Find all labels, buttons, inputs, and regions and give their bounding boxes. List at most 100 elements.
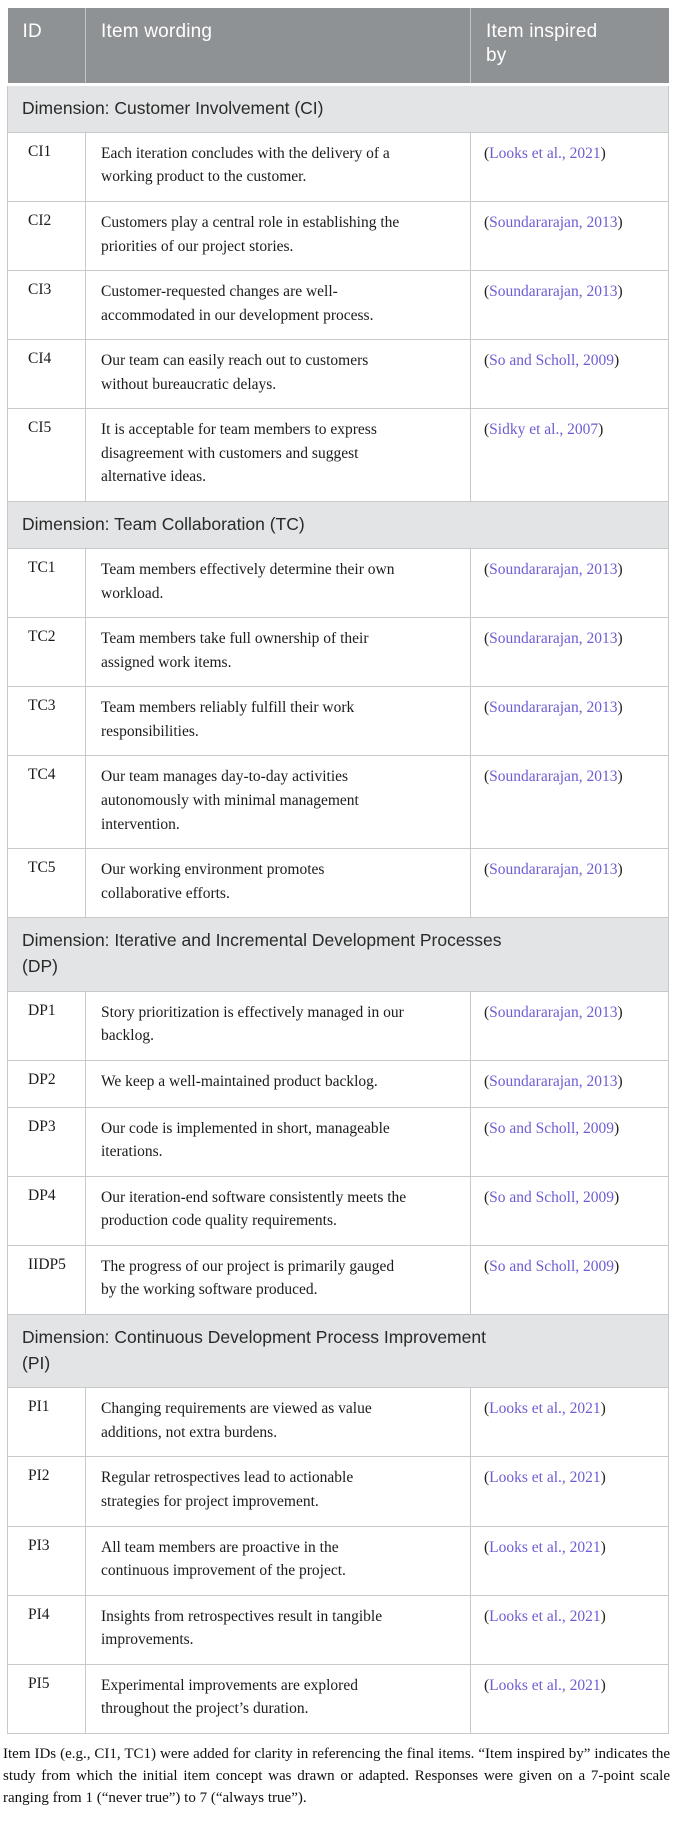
citation-link[interactable]: Sidky et al., 2007 — [489, 421, 599, 439]
item-id-cell: DP4 — [7, 1175, 86, 1246]
dimension-header: Dimension: Iterative and Incremental Dev… — [7, 917, 669, 992]
citation-cell: (Soundararajan, 2013) — [470, 548, 669, 619]
citation-open-paren: ( — [484, 1469, 490, 1487]
citation-link[interactable]: Soundararajan, 2013 — [489, 861, 618, 879]
item-wording-text: The progress of our project is primarily… — [101, 1257, 395, 1299]
item-wording-cell: Our code is implemented in short, manage… — [85, 1106, 471, 1177]
citation-close-paren: ) — [617, 561, 623, 579]
citation-open-paren: ( — [484, 352, 490, 370]
item-wording-cell: Each iteration concludes with the delive… — [85, 131, 471, 202]
table-row: CI2 Customers play a central role in esta… — [7, 200, 669, 272]
citation-open-paren: ( — [484, 1072, 490, 1090]
citation-link[interactable]: Looks et al., 2021 — [489, 1676, 601, 1694]
citation-link[interactable]: Soundararajan, 2013 — [489, 213, 618, 231]
table-row: DP1 Story prioritization is effectively m… — [7, 990, 669, 1061]
table-row: PI5 Experimental improvements are explore… — [7, 1663, 669, 1734]
citation-link[interactable]: Soundararajan, 2013 — [489, 283, 618, 301]
citation-open-paren: ( — [484, 1257, 490, 1275]
item-wording-text: Our code is implemented in short, manage… — [101, 1119, 390, 1161]
item-id-cell: PI1 — [7, 1387, 86, 1458]
citation-link[interactable]: So and Scholl, 2009 — [489, 1257, 615, 1275]
citation-close-paren: ) — [617, 699, 623, 717]
item-wording-cell: The progress of our project is primarily… — [85, 1244, 471, 1315]
item-wording-cell: Our team manages day-to-day activities a… — [85, 755, 471, 850]
column-header-item-wording: Item wording — [85, 8, 471, 86]
citation-link[interactable]: Looks et al., 2021 — [489, 144, 601, 162]
citation-close-paren: ) — [617, 630, 623, 648]
table-row: TC1 Team members effectively determine th… — [7, 548, 669, 619]
dimension-header: Dimension: Team Collaboration (TC) — [7, 500, 669, 550]
citation-open-paren: ( — [484, 421, 490, 439]
citation-link[interactable]: Soundararajan, 2013 — [489, 1072, 618, 1090]
citation-cell: (Looks et al., 2021) — [470, 1456, 669, 1527]
item-id-cell: TC4 — [7, 755, 86, 850]
citation-open-paren: ( — [484, 861, 490, 879]
item-wording-text: Regular retrospectives lead to actionabl… — [101, 1469, 354, 1510]
item-wording-cell: Customer-requested changes are well-acco… — [85, 270, 471, 341]
citation-close-paren: ) — [617, 861, 623, 879]
item-wording-cell: Insights from retrospectives result in t… — [85, 1594, 471, 1665]
item-id-cell: TC2 — [7, 617, 86, 688]
citation-open-paren: ( — [484, 699, 490, 717]
citation: (So and Scholl, 2009) — [484, 1186, 634, 1211]
citation-link[interactable]: So and Scholl, 2009 — [489, 1188, 615, 1206]
item-id-cell: IIDP5 — [7, 1244, 86, 1315]
item-wording-text: Changing requirements are viewed as valu… — [101, 1400, 372, 1441]
citation: (Soundararajan, 2013) — [484, 1001, 634, 1026]
citation-link[interactable]: Soundararajan, 2013 — [489, 630, 618, 648]
item-id-cell: PI2 — [7, 1456, 86, 1527]
citation-cell: (Looks et al., 2021) — [470, 1525, 669, 1596]
dimension-row: Dimension: Team Collaboration (TC) — [7, 500, 669, 550]
citation-link[interactable]: Soundararajan, 2013 — [489, 699, 618, 717]
table-footnote: Item IDs (e.g., CI1, TC1) were added for… — [3, 1745, 670, 1806]
citation-link[interactable]: Looks et al., 2021 — [489, 1469, 601, 1487]
table-row: PI4 Insights from retrospectives result i… — [7, 1594, 669, 1665]
table-row: PI3 All team members are proactive in the… — [7, 1525, 669, 1596]
citation-open-paren: ( — [484, 1003, 490, 1021]
citation-cell: (Soundararajan, 2013) — [470, 1059, 669, 1108]
item-wording-cell: Team members effectively determine their… — [85, 548, 471, 619]
item-wording-cell: Our team can easily reach out to custome… — [85, 339, 471, 410]
citation: (So and Scholl, 2009) — [484, 1117, 634, 1142]
citation-cell: (Soundararajan, 2013) — [470, 848, 669, 919]
citation-close-paren: ) — [598, 421, 604, 439]
column-header-item-inspired-by: Item inspired by — [470, 8, 669, 86]
citation: (Soundararajan, 2013) — [484, 280, 634, 305]
citation-link[interactable]: Looks et al., 2021 — [489, 1400, 601, 1418]
citation-cell: (So and Scholl, 2009) — [470, 339, 669, 410]
citation-link[interactable]: So and Scholl, 2009 — [489, 352, 615, 370]
citation: (Looks et al., 2021) — [484, 1536, 634, 1561]
citation-link[interactable]: Soundararajan, 2013 — [489, 561, 618, 579]
citation-link[interactable]: Soundararajan, 2013 — [489, 768, 618, 786]
item-wording-text: Our team manages day-to-day activities a… — [101, 768, 359, 833]
dimension-header-label: Dimension: Iterative and Incremental Dev… — [22, 930, 502, 977]
citation-link[interactable]: Soundararajan, 2013 — [489, 1003, 618, 1021]
citation-open-paren: ( — [484, 283, 490, 301]
citation-cell: (Soundararajan, 2013) — [470, 617, 669, 688]
item-wording-text: Customers play a central role in establi… — [101, 213, 400, 255]
citation-link[interactable]: Looks et al., 2021 — [489, 1538, 601, 1556]
item-wording-cell: Our working environment promotes collabo… — [85, 848, 471, 919]
citation-cell: (Looks et al., 2021) — [470, 131, 669, 202]
item-wording-text: Experimental improvements are explored t… — [101, 1676, 358, 1718]
citation: (Soundararajan, 2013) — [484, 765, 634, 790]
item-id-cell: DP2 — [7, 1059, 86, 1108]
dimension-row: Dimension: Customer Involvement (CI) — [7, 83, 669, 133]
citation-link[interactable]: Looks et al., 2021 — [489, 1607, 601, 1625]
citation-open-paren: ( — [484, 1188, 490, 1206]
item-id-cell: TC5 — [7, 848, 86, 919]
citation-close-paren: ) — [600, 144, 606, 162]
item-wording-cell: Story prioritization is effectively mana… — [85, 990, 471, 1061]
item-id-cell: PI5 — [7, 1663, 86, 1734]
citation-link[interactable]: So and Scholl, 2009 — [489, 1119, 615, 1137]
column-header-id: ID — [7, 8, 86, 86]
items-table: ID Item wording Item inspired by Dimensi… — [7, 8, 669, 1734]
table-row: TC4 Our team manages day-to-day activitie… — [7, 755, 669, 850]
citation-cell: (Soundararajan, 2013) — [470, 990, 669, 1061]
item-id-cell: TC3 — [7, 686, 86, 757]
item-wording-text: All team members are proactive in the co… — [101, 1538, 346, 1580]
item-id-cell: DP1 — [7, 990, 86, 1061]
citation: (Looks et al., 2021) — [484, 1674, 634, 1699]
citation-close-paren: ) — [600, 1676, 606, 1694]
